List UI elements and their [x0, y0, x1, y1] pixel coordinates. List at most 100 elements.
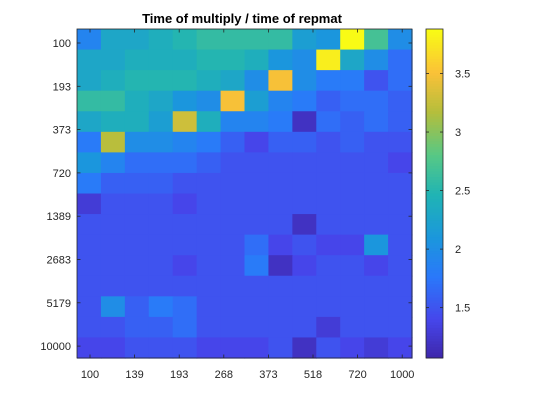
- heatmap-cell: [172, 29, 198, 51]
- heatmap-cell: [364, 172, 389, 195]
- colorbar-tick-label: 1.5: [455, 303, 470, 315]
- heatmap-cell: [100, 131, 126, 153]
- heatmap-cell: [316, 29, 341, 51]
- heatmap-cell: [244, 255, 270, 277]
- heatmap-cell: [100, 316, 126, 339]
- heatmap-cell: [268, 172, 293, 195]
- colorbar-segment: [426, 281, 443, 285]
- heatmap-cell: [124, 275, 150, 297]
- heatmap-cell: [292, 234, 317, 256]
- heatmap-cell: [388, 316, 413, 339]
- colorbar-segment: [426, 39, 443, 44]
- heatmap-cell: [364, 214, 389, 236]
- heatmap-cell: [340, 234, 365, 256]
- colorbar-segment: [426, 215, 443, 219]
- colorbar-segment: [426, 220, 443, 225]
- heatmap-cell: [268, 214, 293, 236]
- colorbar-segment: [426, 97, 443, 101]
- heatmap-cell: [388, 193, 413, 215]
- heatmap-cell: [172, 255, 198, 277]
- heatmap-cell: [292, 70, 317, 92]
- colorbar-segment: [426, 314, 443, 318]
- heatmap-cell: [364, 275, 389, 297]
- heatmap-cell: [220, 234, 246, 256]
- colorbar-segment: [426, 78, 443, 82]
- colorbar-segment: [426, 303, 443, 307]
- colorbar-segment: [426, 127, 443, 131]
- colorbar-segment: [426, 264, 443, 269]
- heatmap-cell: [124, 296, 150, 318]
- heatmap-cell: [388, 234, 413, 256]
- heatmap-cell: [316, 234, 341, 256]
- heatmap-cell: [268, 193, 293, 215]
- colorbar-segment: [426, 300, 443, 304]
- heatmap-cell: [77, 172, 102, 195]
- colorbar-segment: [426, 75, 443, 79]
- heatmap-cell: [196, 214, 222, 236]
- heatmap-cell: [220, 172, 246, 195]
- colorbar-segment: [426, 190, 443, 194]
- colorbar-segment: [426, 322, 443, 326]
- colorbar-segment: [426, 229, 443, 233]
- heatmap-cell: [364, 296, 389, 318]
- colorbar-segment: [426, 81, 443, 85]
- colorbar-segment: [426, 352, 443, 356]
- heatmap-cell: [340, 131, 365, 153]
- heatmap-cell: [244, 172, 270, 195]
- colorbar-tick-label: 2: [455, 244, 461, 256]
- heatmap-cell: [292, 255, 317, 277]
- heatmap-cell: [220, 49, 246, 71]
- heatmap-cell: [172, 275, 198, 297]
- heatmap-cell: [196, 296, 222, 318]
- x-axis: 100 139 193 268 373 518 720 1000: [81, 29, 414, 381]
- heatmap-cell: [77, 337, 102, 359]
- heatmap-cell: [196, 70, 222, 92]
- heatmap-cell: [100, 296, 126, 318]
- heatmap-cell: [316, 49, 341, 71]
- colorbar-segment: [426, 135, 443, 140]
- colorbar-segment: [426, 83, 443, 88]
- heatmap-cell: [292, 337, 317, 359]
- colorbar-segment: [426, 218, 443, 222]
- heatmap-cell: [388, 172, 413, 195]
- heatmap-cell: [220, 29, 246, 51]
- heatmap-cell: [77, 316, 102, 339]
- colorbar-segment: [426, 305, 443, 310]
- heatmap-cell: [77, 70, 102, 92]
- heatmap-cell: [196, 29, 222, 51]
- heatmap-cell: [292, 29, 317, 51]
- heatmap-cell: [388, 255, 413, 277]
- y-tick-label: 1389: [47, 211, 71, 223]
- colorbar-segment: [426, 72, 443, 77]
- colorbar-segment: [426, 242, 443, 247]
- x-tick-label: 139: [125, 369, 143, 381]
- heatmap-cell: [172, 234, 198, 256]
- heatmap-cell: [100, 49, 126, 71]
- heatmap-cell: [124, 172, 150, 195]
- heatmap-cell: [148, 172, 174, 195]
- colorbar-segment: [426, 196, 443, 200]
- heatmap-cell: [124, 234, 150, 256]
- heatmap-cell: [316, 111, 341, 133]
- colorbar-segment: [426, 42, 443, 46]
- heatmap-cell: [268, 131, 293, 153]
- heatmap-cell: [196, 152, 222, 174]
- heatmap-cell: [220, 70, 246, 92]
- colorbar-segment: [426, 336, 443, 340]
- colorbar-segment: [426, 262, 443, 266]
- colorbar-segment: [426, 130, 443, 134]
- heatmap-cell: [196, 172, 222, 195]
- heatmap-cell: [124, 90, 150, 112]
- heatmap-cell: [148, 49, 174, 71]
- colorbar-segment: [426, 275, 443, 279]
- heatmap-cell: [172, 193, 198, 215]
- x-tick-label: 1000: [390, 369, 414, 381]
- heatmap-cell: [244, 111, 270, 133]
- heatmap-cell: [100, 90, 126, 112]
- colorbar-tick-label: 3.5: [455, 68, 470, 80]
- colorbar-segment: [426, 267, 443, 271]
- heatmap-cells: [77, 29, 413, 359]
- x-tick-label: 268: [215, 369, 233, 381]
- heatmap-cell: [100, 255, 126, 277]
- heatmap-cell: [172, 70, 198, 92]
